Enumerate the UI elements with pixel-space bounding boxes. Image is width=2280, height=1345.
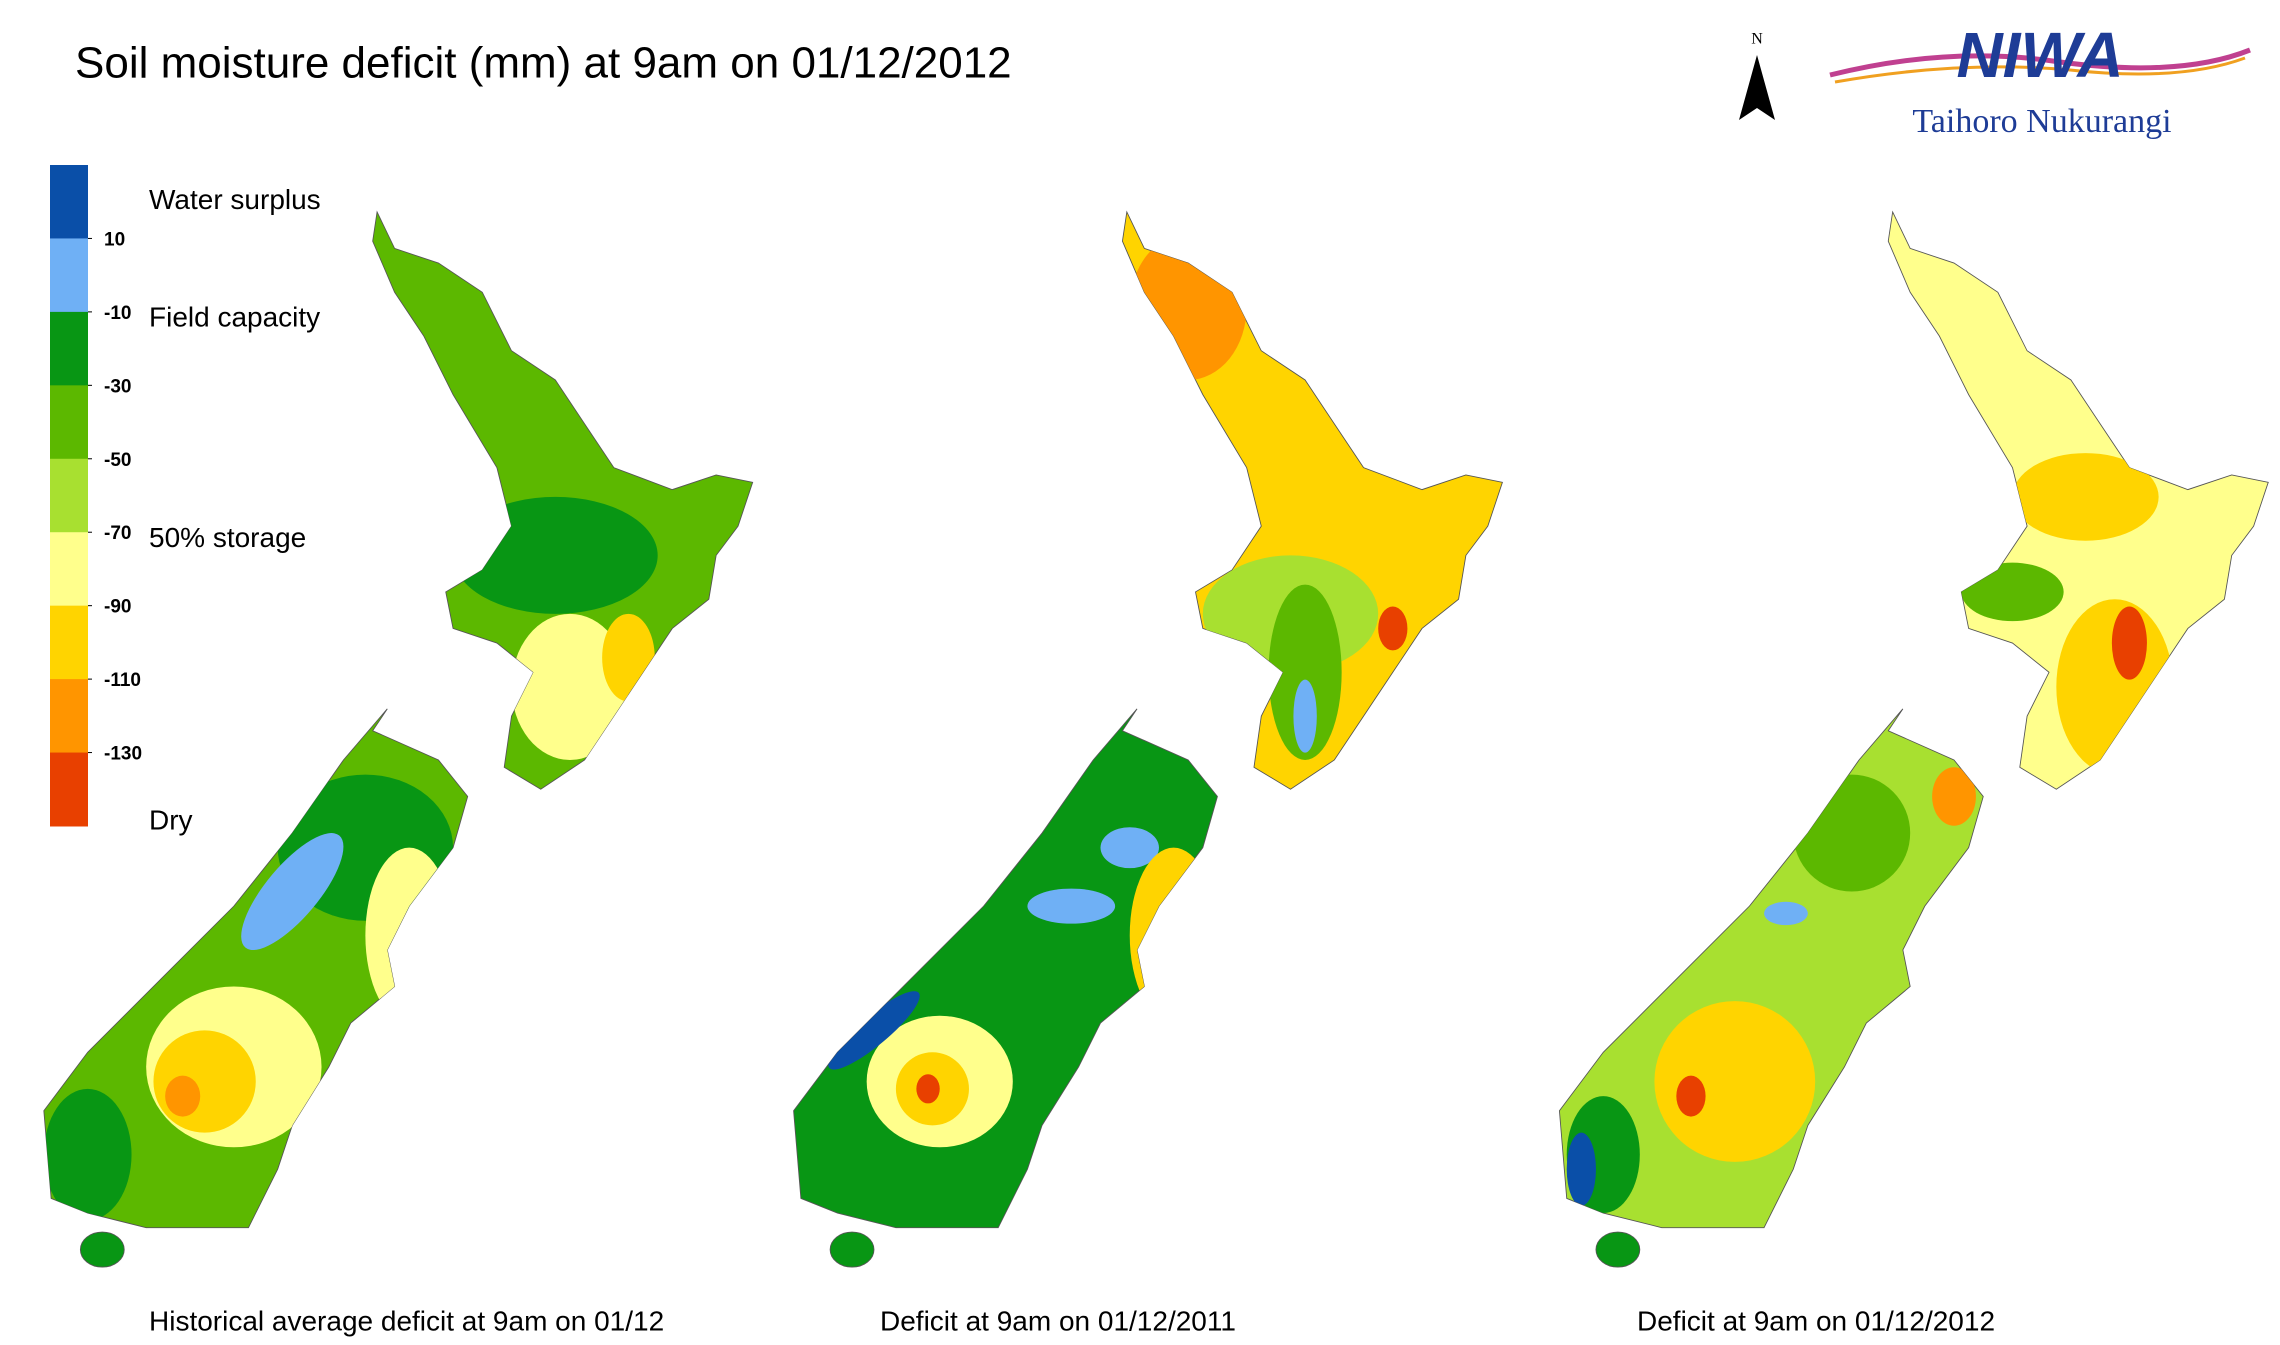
north-label: N xyxy=(1751,31,1763,48)
legend-tick-label: -110 xyxy=(104,670,141,691)
legend-tick-label: -130 xyxy=(104,744,142,765)
legend-label: Field capacity xyxy=(149,302,320,333)
map-caption: Deficit at 9am on 01/12/2012 xyxy=(1637,1305,1995,1336)
title: Soil moisture deficit (mm) at 9am on 01/… xyxy=(75,39,1012,88)
legend-label: Water surplus xyxy=(149,184,321,215)
legend-band xyxy=(50,458,88,533)
legend-tick-label: -90 xyxy=(104,597,131,618)
legend-band xyxy=(50,532,88,607)
map-caption: Historical average deficit at 9am on 01/… xyxy=(149,1305,664,1336)
legend-band xyxy=(50,605,88,680)
legend-tick-label: -50 xyxy=(104,450,131,471)
map-2011 xyxy=(792,211,1504,1268)
legend-label: 50% storage xyxy=(149,522,306,553)
map-historical xyxy=(43,211,754,1268)
legend-band xyxy=(50,238,88,313)
legend-tick-label: -30 xyxy=(104,376,131,397)
legend-tick-label: -70 xyxy=(104,523,131,544)
legend-tick-label: -10 xyxy=(104,303,131,324)
legend-band xyxy=(50,385,88,460)
legend-tick-label: 10 xyxy=(104,229,125,250)
legend: 10 -10 -30 -50 -70 -90 -110 -130 Water surplus Fi… xyxy=(50,165,321,836)
logo-swoosh xyxy=(1829,47,2251,78)
legend-band xyxy=(50,165,88,239)
map-caption: Deficit at 9am on 01/12/2011 xyxy=(880,1305,1236,1336)
logo: N NIWA Taihoro Nukurangi xyxy=(1739,19,2251,140)
legend-band xyxy=(50,752,88,827)
legend-band xyxy=(50,679,88,754)
logo-swoosh xyxy=(1834,56,2246,84)
legend-band xyxy=(50,311,88,386)
maps xyxy=(43,211,2269,1268)
north-arrow xyxy=(1739,55,1775,120)
logo-name: NIWA xyxy=(1956,19,2123,91)
logo-subtitle: Taihoro Nukurangi xyxy=(1912,103,2171,140)
legend-label: Dry xyxy=(149,805,193,836)
map-2012 xyxy=(1558,211,2269,1268)
